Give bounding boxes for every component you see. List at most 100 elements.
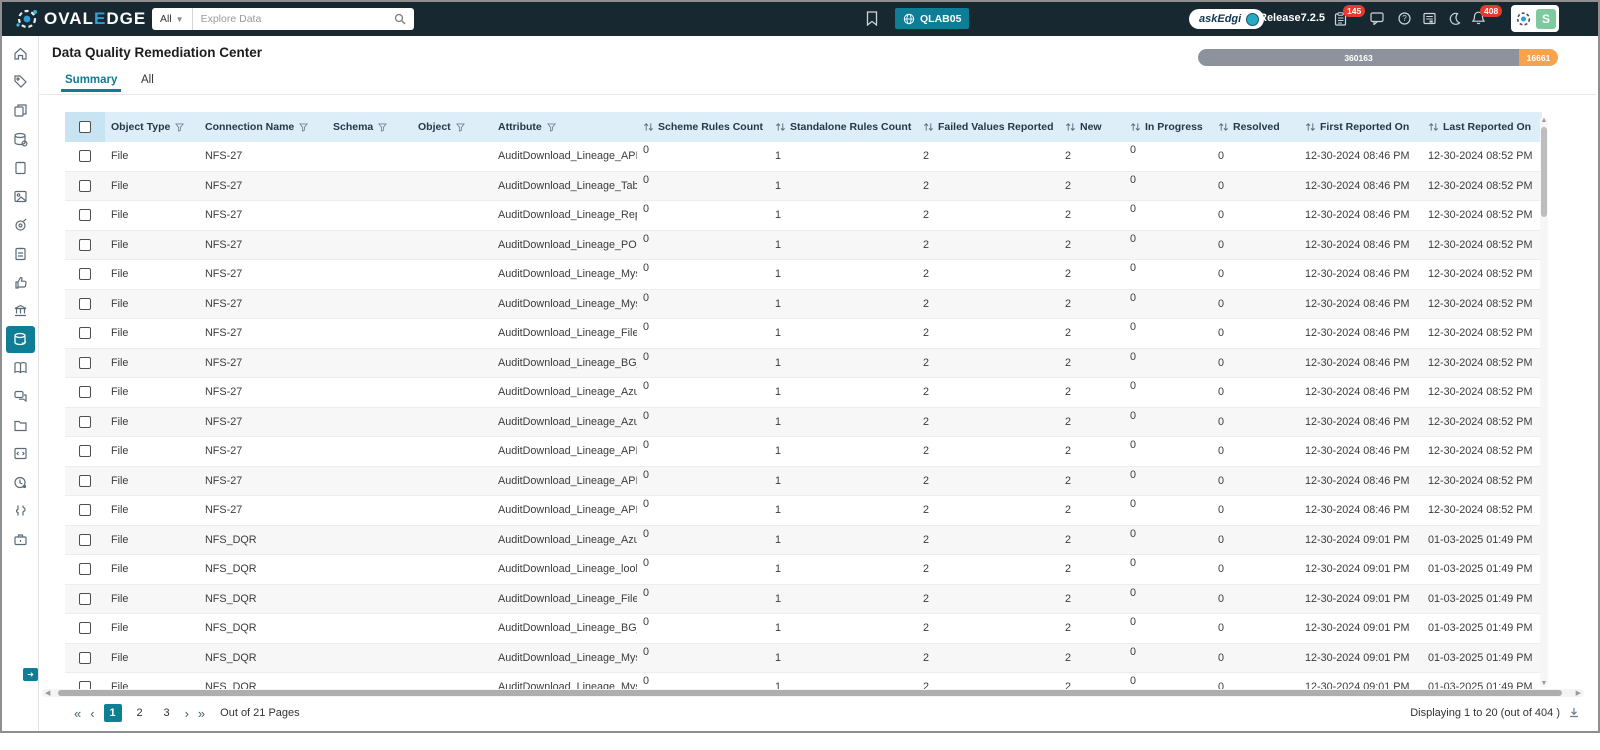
cell-attribute[interactable]: AuditDownload_Lineage_Mysql.in... [498, 651, 637, 664]
statbar-gray-segment[interactable]: 360163 [1198, 49, 1519, 66]
header-first-reported-on[interactable]: First Reported On [1299, 112, 1422, 142]
sidebar-item-tag[interactable] [2, 68, 39, 97]
row-checkbox[interactable] [79, 563, 91, 576]
sidebar-item-crawler[interactable] [2, 211, 39, 240]
table-row[interactable]: File NFS-27 AuditDownload_Lineage_API.Pr… [65, 437, 1542, 467]
header-standalone-rules-count[interactable]: Standalone Rules Count [769, 112, 917, 142]
scroll-down-arrow[interactable]: ▼ [1540, 680, 1548, 687]
vertical-scrollbar[interactable]: ▲ ▼ [1540, 117, 1548, 687]
row-checkbox[interactable] [79, 681, 91, 689]
sidebar-item-projects[interactable] [2, 411, 39, 440]
table-row[interactable]: File NFS_DQR AuditDownload_Lineage_Mysql… [65, 673, 1542, 689]
sidebar-item-scheduler[interactable] [2, 468, 39, 497]
horizontal-scrollbar[interactable]: ◀ ▶ [42, 689, 1584, 697]
cell-attribute[interactable]: AuditDownload_Lineage_File_Col... [498, 327, 637, 340]
cell-attribute[interactable]: AuditDownload_Lineage_API_TES... [498, 504, 637, 517]
row-checkbox[interactable] [79, 356, 91, 369]
search-input[interactable]: Explore Data [200, 13, 262, 25]
sidebar-item-collaboration[interactable] [2, 382, 39, 411]
filter-icon[interactable] [455, 122, 465, 132]
header-scheme-rules-count[interactable]: Scheme Rules Count [637, 112, 769, 142]
header-last-reported-on[interactable]: Last Reported On [1422, 112, 1542, 142]
row-checkbox[interactable] [79, 474, 91, 487]
table-row[interactable]: File NFS-27 AuditDownload_Lineage_Mysql.… [65, 260, 1542, 290]
header-new[interactable]: New [1059, 112, 1124, 142]
first-page-button[interactable]: « [74, 705, 82, 721]
sidebar-item-home[interactable] [2, 39, 39, 68]
vertical-scroll-thumb[interactable] [1541, 127, 1547, 217]
search-scope-dropdown[interactable]: All ▼ [152, 8, 193, 30]
row-checkbox[interactable] [79, 622, 91, 635]
sidebar-item-clipboard[interactable] [2, 153, 39, 182]
tasks-icon[interactable] [1334, 12, 1347, 26]
row-checkbox[interactable] [79, 533, 91, 546]
header-object-type[interactable]: Object Type [105, 112, 199, 142]
cell-attribute[interactable]: AuditDownload_Lineage_looker.U... [498, 563, 637, 576]
last-page-button[interactable]: » [197, 705, 206, 721]
cell-attribute[interactable]: AuditDownload_Lineage_Azureda... [498, 533, 637, 546]
table-row[interactable]: File NFS_DQR AuditDownload_Lineage_looke… [65, 555, 1542, 585]
sidebar-item-file-copy[interactable] [2, 96, 39, 125]
sort-icon[interactable] [1428, 122, 1439, 132]
header-attribute[interactable]: Attribute [492, 112, 637, 142]
cell-attribute[interactable]: AuditDownload_Lineage_BG_NFS... [498, 622, 637, 635]
table-row[interactable]: File NFS_DQR AuditDownload_Lineage_File_… [65, 584, 1542, 614]
sort-icon[interactable] [1065, 122, 1076, 132]
sidebar-item-enterprise[interactable] [2, 525, 39, 554]
cell-attribute[interactable]: AuditDownload_Lineage_Table_C... [498, 179, 637, 192]
search-icon[interactable] [394, 13, 414, 25]
table-row[interactable]: File NFS-27 AuditDownload_Lineage_Azured… [65, 407, 1542, 437]
sort-icon[interactable] [643, 122, 654, 132]
row-checkbox[interactable] [79, 504, 91, 517]
scroll-right-arrow[interactable]: ▶ [1575, 690, 1581, 697]
avatar[interactable]: S [1536, 8, 1556, 29]
tab-summary[interactable]: Summary [60, 74, 122, 92]
sidebar-item-checklist[interactable] [2, 239, 39, 268]
cell-attribute[interactable]: AuditDownload_Lineage_File_Col... [498, 592, 637, 605]
sidebar-item-database[interactable] [2, 125, 39, 154]
sort-icon[interactable] [1305, 122, 1316, 132]
row-checkbox[interactable] [79, 327, 91, 340]
header-object[interactable]: Object [412, 112, 492, 142]
sidebar-item-tools[interactable] [2, 497, 39, 526]
table-row[interactable]: File NFS_DQR AuditDownload_Lineage_BG_NF… [65, 614, 1542, 644]
sidebar-item-glossary[interactable] [2, 354, 39, 383]
page-button-1[interactable]: 1 [103, 704, 122, 722]
cell-attribute[interactable]: AuditDownload_Lineage_API.Dive... [498, 474, 637, 487]
page-button-3[interactable]: 3 [163, 707, 170, 719]
gear-logo-icon[interactable] [1514, 10, 1533, 28]
news-icon[interactable] [1423, 12, 1436, 25]
ovaledge-logo-icon[interactable] [14, 7, 40, 31]
row-checkbox[interactable] [79, 209, 91, 222]
chat-icon[interactable] [1370, 12, 1384, 25]
sort-icon[interactable] [1218, 122, 1229, 132]
table-row[interactable]: File NFS-27 AuditDownload_Lineage_API_TE… [65, 496, 1542, 526]
table-row[interactable]: File NFS-27 AuditDownload_Lineage_API_At… [65, 142, 1542, 172]
page-button-2[interactable]: 2 [136, 707, 143, 719]
row-checkbox[interactable] [79, 415, 91, 428]
bookmark-icon[interactable] [866, 11, 878, 26]
cell-attribute[interactable]: AuditDownload_Lineage_Report_... [498, 209, 637, 222]
scroll-up-arrow[interactable]: ▲ [1540, 117, 1548, 124]
row-checkbox[interactable] [79, 238, 91, 251]
cell-attribute[interactable]: AuditDownload_Lineage_API.Proj... [498, 445, 637, 458]
table-row[interactable]: File NFS-27 AuditDownload_Lineage_Azured… [65, 378, 1542, 408]
table-row[interactable]: File NFS-27 AuditDownload_Lineage_POSTGR… [65, 230, 1542, 260]
sidebar-item-query[interactable] [2, 439, 39, 468]
filter-icon[interactable] [175, 122, 185, 132]
help-icon[interactable]: ? [1398, 12, 1411, 25]
row-checkbox[interactable] [79, 592, 91, 605]
header-connection-name[interactable]: Connection Name [199, 112, 327, 142]
table-row[interactable]: File NFS_DQR AuditDownload_Lineage_Mysql… [65, 643, 1542, 673]
row-checkbox[interactable] [79, 179, 91, 192]
statbar-orange-segment[interactable]: 16661 [1519, 49, 1558, 66]
header-in-progress[interactable]: In Progress [1124, 112, 1212, 142]
next-page-button[interactable]: › [184, 705, 189, 721]
sidebar-item-governance[interactable] [2, 296, 39, 325]
environment-badge[interactable]: QLAB05 [895, 8, 970, 29]
table-row[interactable]: File NFS-27 AuditDownload_Lineage_Report… [65, 201, 1542, 231]
row-checkbox[interactable] [79, 386, 91, 399]
download-icon[interactable] [1568, 707, 1580, 719]
cell-attribute[interactable]: AuditDownload_Lineage_API_Attri... [498, 150, 637, 163]
moon-icon[interactable] [1448, 12, 1461, 25]
